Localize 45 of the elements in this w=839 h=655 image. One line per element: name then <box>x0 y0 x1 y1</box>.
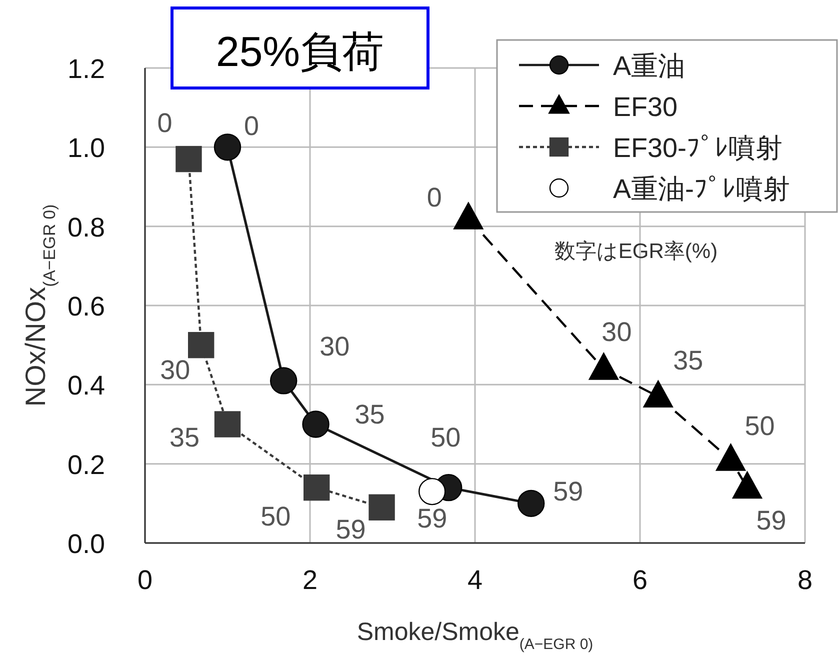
point <box>188 332 214 358</box>
chart-title: 25%負荷 <box>216 28 384 75</box>
y-tick-label: 1.2 <box>67 54 105 84</box>
annotation: 30 <box>320 332 350 362</box>
annotation: 59 <box>553 476 584 506</box>
x-tick-label: 6 <box>632 565 648 595</box>
annotation: 59 <box>336 514 366 544</box>
y-tick-label: 0.6 <box>67 292 105 322</box>
annotation: 数字はEGR率(%) <box>554 240 718 263</box>
annotation: 0 <box>157 108 172 138</box>
point <box>214 134 242 161</box>
annotation: 50 <box>744 410 775 441</box>
point <box>518 490 545 518</box>
point <box>304 474 330 501</box>
annotation: 59 <box>756 506 786 536</box>
y-tick-label: 0.0 <box>67 529 105 559</box>
x-tick-label: 8 <box>797 565 813 595</box>
legend-label: A重油-ﾌﾟﾚ噴射 <box>613 174 790 204</box>
point <box>214 411 241 438</box>
x-tick-label: 0 <box>137 565 153 595</box>
annotation: 35 <box>169 422 200 452</box>
x-axis-title: Smoke/Smoke$_{(A−EGR 0)}$ <box>356 618 594 652</box>
point <box>176 146 202 172</box>
point <box>302 410 330 438</box>
legend-label: EF30 <box>613 92 678 122</box>
legend-label: A重油 <box>613 51 686 81</box>
annotation: 50 <box>260 502 291 532</box>
annotation: 35 <box>673 346 704 376</box>
legend-label: EF30-ﾌﾟﾚ噴射 <box>613 133 783 163</box>
x-tick-label: 2 <box>302 565 318 595</box>
annotation: 30 <box>160 355 190 386</box>
y-tick-label: 0.8 <box>67 212 105 242</box>
point <box>368 494 395 520</box>
point <box>270 367 298 394</box>
annotation: 50 <box>430 422 461 453</box>
annotation: 0 <box>244 111 260 142</box>
annotation: 30 <box>602 316 632 347</box>
annotation: 0 <box>426 182 442 212</box>
annotation: 59 <box>417 504 448 534</box>
y-tick-label: 1.0 <box>67 133 105 164</box>
y-tick-label: 0.4 <box>67 370 105 401</box>
x-tick-label: 4 <box>467 565 483 595</box>
point <box>418 478 446 506</box>
y-tick-label: 0.2 <box>67 450 105 480</box>
annotation: 35 <box>354 399 385 430</box>
